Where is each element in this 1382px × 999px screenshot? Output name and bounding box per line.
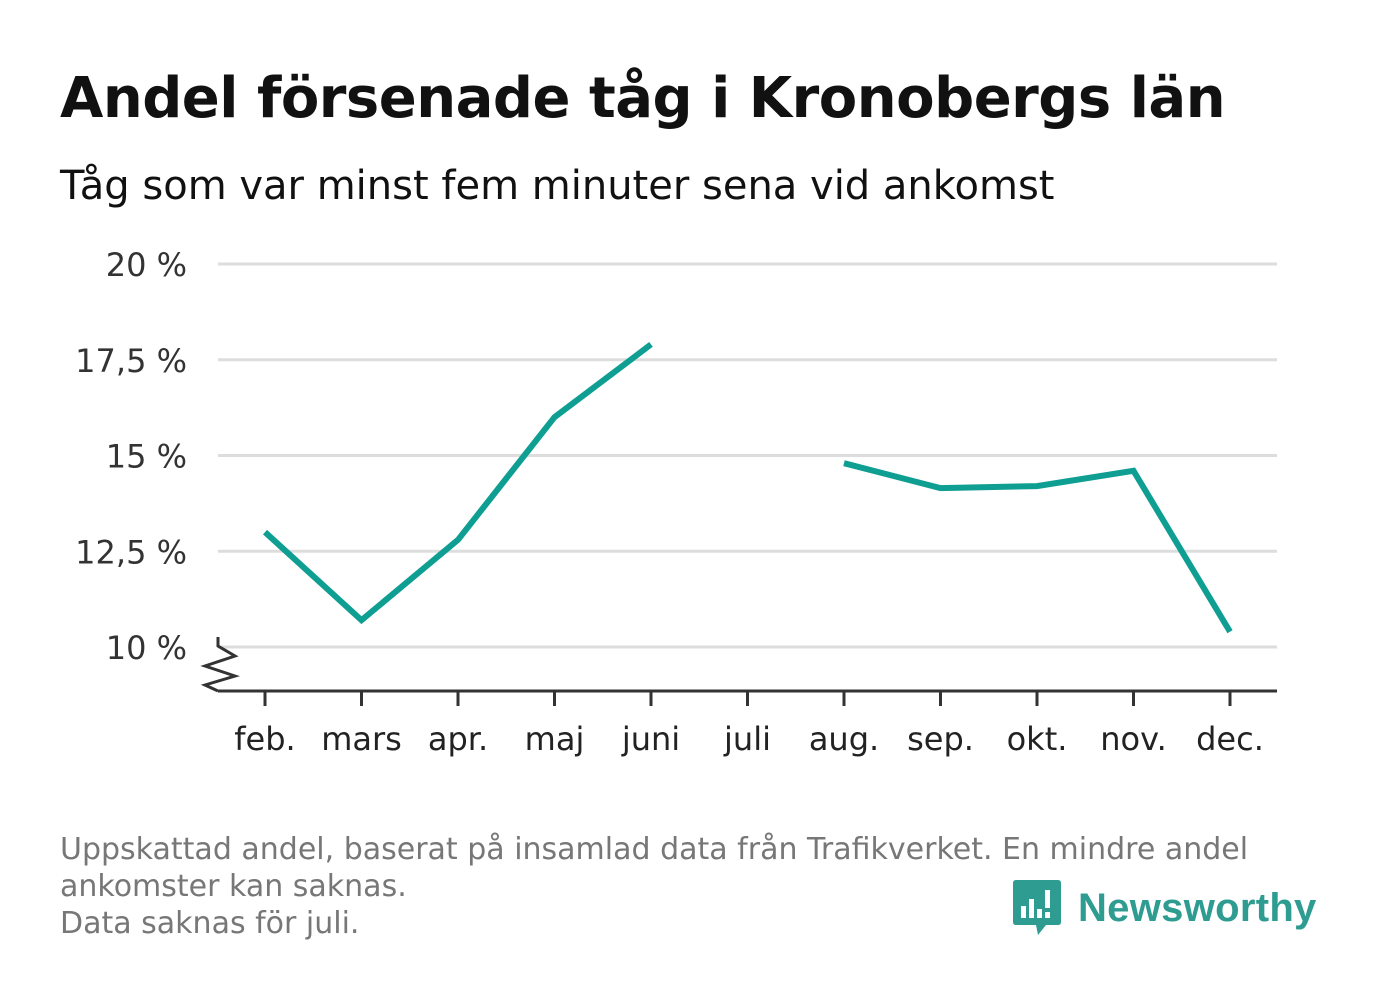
x-tick-label: feb.	[234, 720, 295, 758]
y-axis-break-icon	[200, 637, 240, 693]
series-line	[843, 460, 1233, 634]
chart-subtitle: Tåg som var minst fem minuter sena vid a…	[60, 163, 1055, 209]
x-tick-label: sep.	[907, 720, 974, 758]
footnote: Uppskattad andel, baserat på insamlad da…	[60, 831, 1310, 942]
x-tick-label: nov.	[1100, 720, 1166, 758]
line-chart: 10 % 12,5 % 15 % 17,5 % 20 % feb. mars apr. maj…	[75, 246, 1277, 758]
brand-name: Newsworthy	[1078, 885, 1317, 930]
y-tick-label: 17,5 %	[75, 342, 187, 380]
y-tick-label: 10 %	[106, 629, 187, 667]
footnote-line-2: ankomster kan saknas.	[60, 869, 407, 904]
footnote-line-1: Uppskattad andel, baserat på insamlad da…	[60, 832, 1249, 867]
chart-title: Andel försenade tåg i Kronobergs län	[60, 66, 1226, 131]
series-lines	[262, 342, 1233, 634]
x-tick-label: okt.	[1007, 720, 1068, 758]
x-tick-label: dec.	[1196, 720, 1264, 758]
x-tick-label: maj	[525, 720, 585, 758]
x-axis	[200, 637, 1277, 706]
grid-lines	[218, 262, 1277, 649]
x-tick-label: mars	[321, 720, 402, 758]
x-axis-labels: feb. mars apr. maj juni juli aug. sep. okt. nov. d…	[234, 720, 1264, 758]
newsworthy-logo-icon	[1013, 880, 1061, 935]
x-tick-label: juni	[621, 720, 680, 758]
brand-logo: Newsworthy	[1012, 878, 1317, 938]
y-tick-label: 15 %	[106, 438, 187, 476]
series-line	[262, 342, 653, 625]
footnote-line-3: Data saknas för juli.	[60, 906, 360, 941]
x-tick-label: juli	[723, 720, 771, 758]
x-tick-label: aug.	[809, 720, 879, 758]
x-tick-label: apr.	[428, 720, 488, 758]
y-axis-labels: 10 % 12,5 % 15 % 17,5 % 20 %	[75, 246, 187, 667]
y-tick-label: 20 %	[106, 246, 187, 284]
y-tick-label: 12,5 %	[75, 533, 187, 571]
